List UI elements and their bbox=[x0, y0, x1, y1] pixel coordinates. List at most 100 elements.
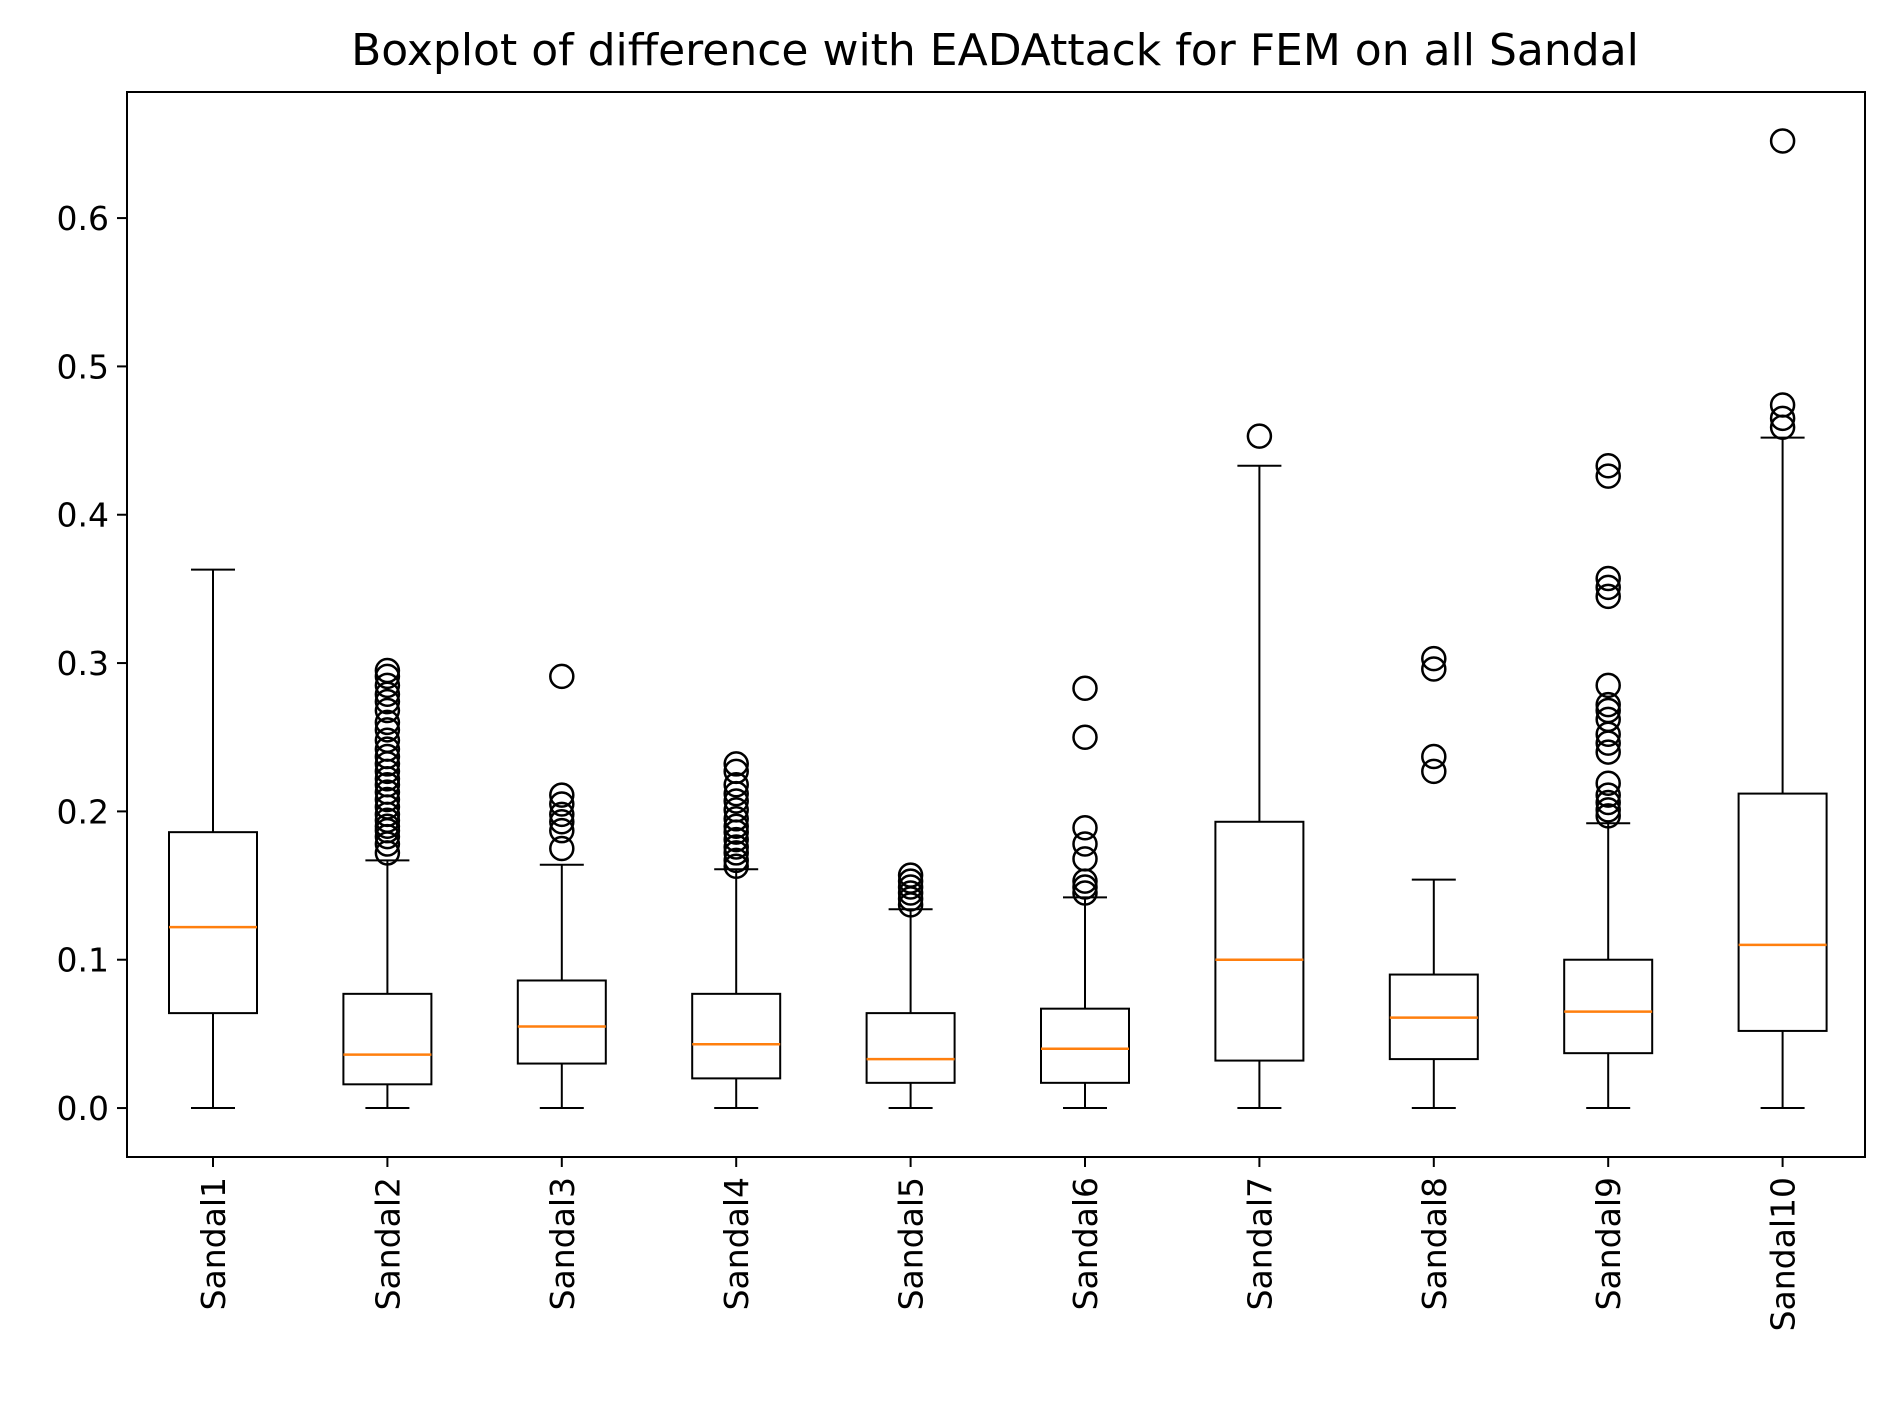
outlier-point-sandal9 bbox=[1595, 739, 1621, 765]
x-tick-label-sandal4: Sandal4 bbox=[717, 1177, 756, 1310]
outlier-point-sandal2 bbox=[374, 663, 401, 690]
outlier-point-sandal10 bbox=[1769, 405, 1796, 432]
outlier-point-sandal5 bbox=[897, 868, 924, 894]
outlier-point-sandal9 bbox=[1595, 797, 1621, 823]
outlier-point-sandal9 bbox=[1595, 706, 1621, 733]
outlier-point-sandal6 bbox=[1072, 831, 1098, 857]
y-tick-label: 0.3 bbox=[57, 644, 109, 683]
outlier-point-sandal6 bbox=[1072, 874, 1098, 900]
outlier-point-sandal7 bbox=[1246, 423, 1273, 449]
outlier-point-sandal4 bbox=[723, 853, 749, 880]
y-tick-label: 0.6 bbox=[57, 199, 109, 238]
y-tick-label: 0.4 bbox=[57, 496, 109, 535]
outlier-point-sandal3 bbox=[549, 663, 575, 690]
outlier-point-sandal5 bbox=[897, 874, 924, 900]
outlier-point-sandal2 bbox=[374, 697, 401, 724]
outlier-point-sandal4 bbox=[723, 840, 749, 866]
outlier-point-sandal4 bbox=[723, 751, 749, 777]
outlier-point-sandal4 bbox=[723, 797, 749, 823]
outlier-point-sandal8 bbox=[1421, 743, 1447, 770]
outlier-point-sandal9 bbox=[1595, 782, 1621, 808]
outlier-point-sandal2 bbox=[374, 717, 401, 743]
x-tick-label-sandal2: Sandal2 bbox=[368, 1177, 407, 1310]
outlier-point-sandal9 bbox=[1595, 803, 1621, 829]
outlier-point-sandal4 bbox=[723, 826, 749, 853]
plot-area: 0.0 0.1 0.2 0.3 0.4 0.5 0.6 Sandal1 Sandal2 Sanda… bbox=[57, 128, 1828, 1331]
outlier-point-sandal2 bbox=[374, 672, 401, 699]
outlier-point-sandal2 bbox=[374, 786, 401, 813]
y-tick-label: 0.2 bbox=[57, 792, 109, 831]
x-tick-label-sandal9: Sandal9 bbox=[1589, 1177, 1628, 1310]
x-tick-label-sandal10: Sandal10 bbox=[1764, 1177, 1803, 1331]
outlier-point-sandal9 bbox=[1595, 770, 1621, 796]
outlier-point-sandal2 bbox=[374, 743, 401, 770]
outlier-point-sandal9 bbox=[1595, 463, 1621, 489]
chart-title: Boxplot of difference with EADAttack for… bbox=[351, 25, 1639, 76]
outlier-point-sandal9 bbox=[1595, 672, 1621, 699]
outlier-point-sandal2 bbox=[374, 736, 401, 762]
x-tick-label-sandal8: Sandal8 bbox=[1415, 1177, 1454, 1310]
outlier-point-sandal4 bbox=[723, 788, 749, 814]
outlier-point-sandal2 bbox=[374, 727, 401, 753]
outlier-point-sandal5 bbox=[897, 880, 924, 906]
outlier-point-sandal10 bbox=[1769, 392, 1796, 418]
y-tick-label: 0.5 bbox=[57, 347, 109, 386]
outlier-point-sandal9 bbox=[1595, 697, 1621, 724]
box-sandal3 bbox=[516, 979, 607, 1065]
axes-frame bbox=[126, 91, 1866, 1158]
y-tick-label: 0.0 bbox=[57, 1089, 109, 1128]
outlier-point-sandal9 bbox=[1595, 583, 1621, 610]
y-tick-label: 0.1 bbox=[57, 941, 109, 980]
outlier-point-sandal10 bbox=[1769, 128, 1796, 154]
outlier-point-sandal3 bbox=[549, 791, 575, 817]
x-tick-label-sandal6: Sandal6 bbox=[1066, 1177, 1105, 1310]
outlier-point-sandal2 bbox=[374, 779, 401, 805]
outlier-point-sandal9 bbox=[1595, 453, 1621, 479]
outlier-point-sandal8 bbox=[1421, 645, 1447, 672]
x-tick-label-sandal5: Sandal5 bbox=[892, 1177, 931, 1310]
box-sandal7 bbox=[1214, 820, 1305, 1062]
box-sandal5 bbox=[865, 1012, 956, 1084]
outlier-point-sandal4 bbox=[723, 771, 749, 798]
outlier-point-sandal9 bbox=[1595, 565, 1621, 592]
outlier-point-sandal8 bbox=[1421, 656, 1447, 682]
outlier-point-sandal3 bbox=[549, 801, 575, 828]
outlier-point-sandal3 bbox=[549, 835, 575, 862]
outlier-point-sandal2 bbox=[374, 688, 401, 715]
outlier-point-sandal8 bbox=[1421, 758, 1447, 785]
outlier-point-sandal3 bbox=[549, 782, 575, 808]
outlier-point-sandal6 bbox=[1072, 846, 1098, 872]
outlier-point-sandal3 bbox=[549, 809, 575, 835]
box-sandal9 bbox=[1563, 958, 1654, 1055]
outlier-point-sandal4 bbox=[723, 806, 749, 832]
box-sandal6 bbox=[1040, 1007, 1130, 1084]
outlier-point-sandal2 bbox=[374, 657, 401, 684]
box-sandal1 bbox=[168, 831, 258, 1015]
outlier-point-sandal6 bbox=[1072, 724, 1098, 750]
outlier-point-sandal2 bbox=[374, 813, 401, 839]
outlier-point-sandal6 bbox=[1072, 675, 1098, 702]
x-tick-label-sandal7: Sandal7 bbox=[1240, 1177, 1279, 1310]
outlier-point-sandal4 bbox=[723, 847, 749, 874]
outlier-point-sandal4 bbox=[723, 813, 749, 839]
outlier-point-sandal2 bbox=[374, 771, 401, 798]
box-sandal4 bbox=[691, 992, 782, 1080]
outlier-point-sandal6 bbox=[1072, 814, 1098, 841]
outlier-point-sandal2 bbox=[374, 709, 401, 736]
outlier-point-sandal9 bbox=[1595, 691, 1621, 718]
box-sandal2 bbox=[342, 992, 433, 1086]
outlier-point-sandal3 bbox=[549, 817, 575, 844]
x-tick-label-sandal1: Sandal1 bbox=[194, 1177, 233, 1310]
box-sandal10 bbox=[1737, 792, 1828, 1032]
outlier-point-sandal4 bbox=[723, 834, 749, 860]
outlier-point-sandal2 bbox=[374, 807, 401, 834]
outlier-point-sandal4 bbox=[723, 758, 749, 785]
outlier-point-sandal9 bbox=[1595, 574, 1621, 601]
outlier-point-sandal6 bbox=[1072, 880, 1098, 906]
outlier-point-sandal9 bbox=[1595, 789, 1621, 816]
x-tick-label-sandal3: Sandal3 bbox=[543, 1177, 582, 1310]
outlier-point-sandal5 bbox=[897, 862, 924, 888]
